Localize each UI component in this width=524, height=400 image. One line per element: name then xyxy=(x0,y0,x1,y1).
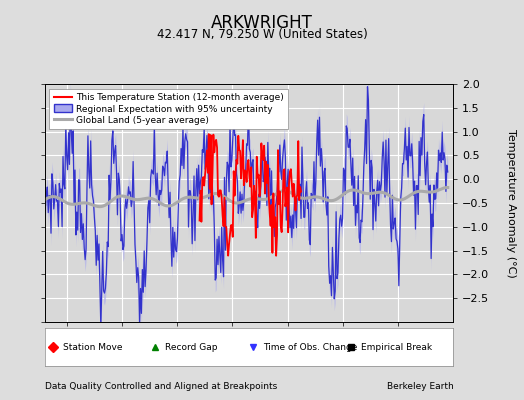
Text: 42.417 N, 79.250 W (United States): 42.417 N, 79.250 W (United States) xyxy=(157,28,367,41)
Text: Station Move: Station Move xyxy=(63,342,123,352)
Text: Empirical Break: Empirical Break xyxy=(362,342,432,352)
Text: Record Gap: Record Gap xyxy=(165,342,217,352)
Y-axis label: Temperature Anomaly (°C): Temperature Anomaly (°C) xyxy=(506,129,516,277)
Text: Time of Obs. Change: Time of Obs. Change xyxy=(263,342,357,352)
Text: Data Quality Controlled and Aligned at Breakpoints: Data Quality Controlled and Aligned at B… xyxy=(45,382,277,391)
Legend: This Temperature Station (12-month average), Regional Expectation with 95% uncer: This Temperature Station (12-month avera… xyxy=(49,88,288,130)
Text: Berkeley Earth: Berkeley Earth xyxy=(387,382,453,391)
Text: ARKWRIGHT: ARKWRIGHT xyxy=(211,14,313,32)
